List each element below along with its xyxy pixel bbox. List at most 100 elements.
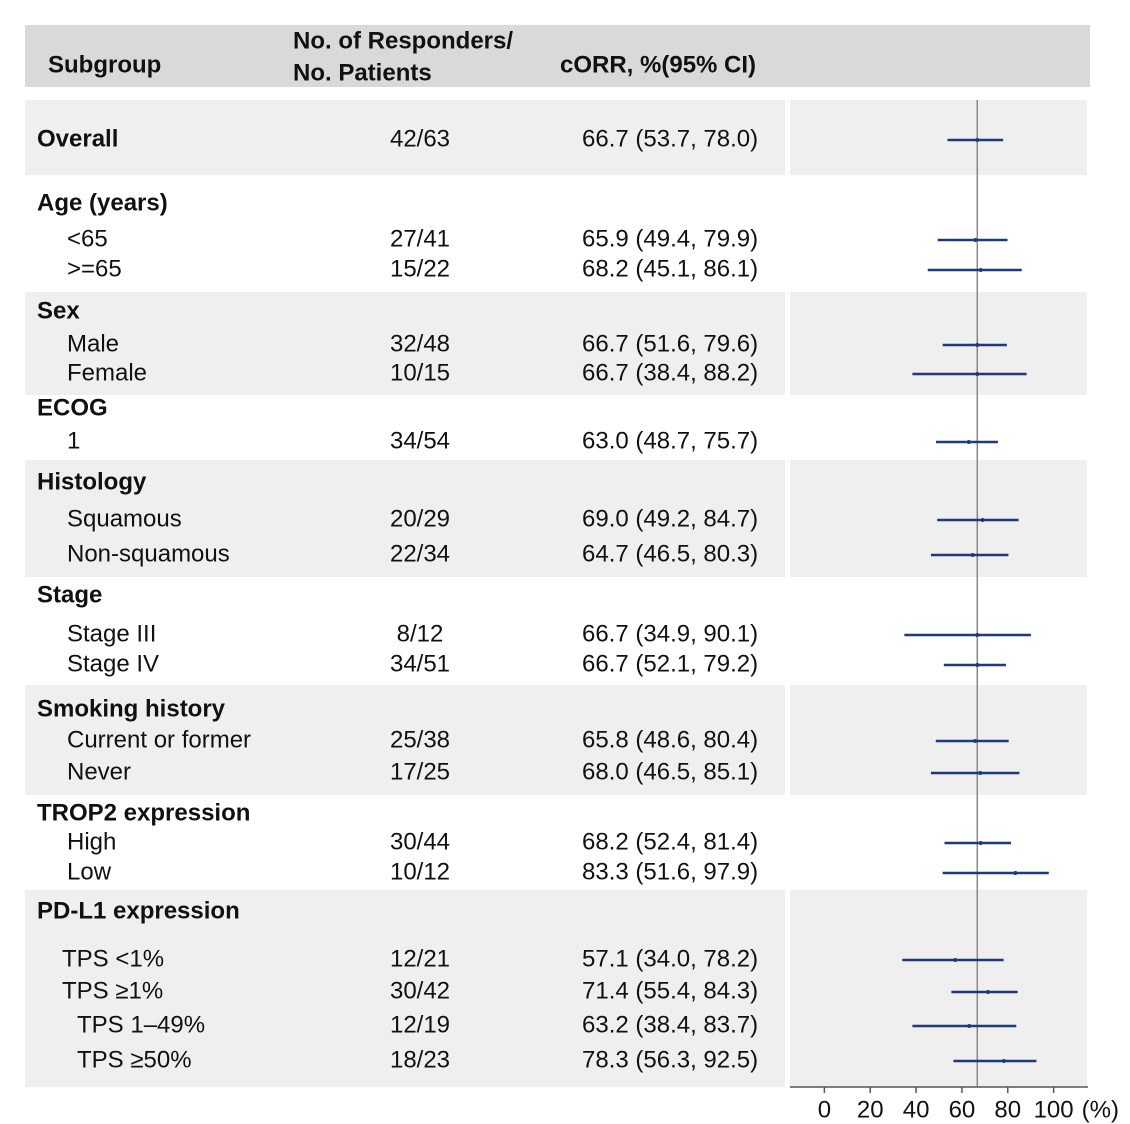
row-ci: 68.2 (52.4, 81.4) bbox=[582, 828, 758, 855]
row-label: Stage III bbox=[67, 620, 156, 647]
row-n: 34/54 bbox=[390, 427, 450, 454]
row-ci: 64.7 (46.5, 80.3) bbox=[582, 540, 758, 567]
row-band bbox=[25, 460, 785, 577]
row-ci: 66.7 (53.7, 78.0) bbox=[582, 125, 758, 152]
estimate-dot bbox=[975, 343, 980, 347]
row-label: Low bbox=[67, 858, 112, 885]
row-label: Smoking history bbox=[37, 695, 226, 722]
row-ci: 66.7 (52.1, 79.2) bbox=[582, 650, 758, 677]
row-label: Never bbox=[67, 758, 131, 785]
x-tick-label: 40 bbox=[903, 1096, 930, 1123]
x-axis-label: (%) bbox=[1082, 1096, 1119, 1123]
x-tick-label: 80 bbox=[994, 1096, 1021, 1123]
estimate-dot bbox=[953, 958, 958, 962]
row-label: TPS <1% bbox=[62, 945, 164, 972]
row-label: TROP2 expression bbox=[37, 799, 250, 826]
row-label: Age (years) bbox=[37, 189, 168, 216]
row-label: TPS ≥50% bbox=[77, 1046, 192, 1073]
row-ci: 68.0 (46.5, 85.1) bbox=[582, 758, 758, 785]
row-label: Stage IV bbox=[67, 650, 159, 677]
row-n: 12/19 bbox=[390, 1011, 450, 1038]
row-label: PD-L1 expression bbox=[37, 897, 240, 924]
row-label: High bbox=[67, 828, 116, 855]
estimate-dot bbox=[978, 841, 983, 845]
header-ci: cORR, %(95% CI) bbox=[560, 51, 756, 78]
estimate-dot bbox=[986, 990, 991, 994]
row-label: Stage bbox=[37, 581, 102, 608]
estimate-dot bbox=[966, 440, 971, 444]
row-n: 20/29 bbox=[390, 505, 450, 532]
row-ci: 78.3 (56.3, 92.5) bbox=[582, 1046, 758, 1073]
row-n: 8/12 bbox=[397, 620, 444, 647]
row-label: TPS 1–49% bbox=[77, 1011, 205, 1038]
estimate-dot bbox=[978, 771, 983, 775]
row-ci: 63.2 (38.4, 83.7) bbox=[582, 1011, 758, 1038]
row-n: 32/48 bbox=[390, 330, 450, 357]
row-ci: 63.0 (48.7, 75.7) bbox=[582, 427, 758, 454]
row-ci: 57.1 (34.0, 78.2) bbox=[582, 945, 758, 972]
row-ci: 65.9 (49.4, 79.9) bbox=[582, 225, 758, 252]
estimate-dot bbox=[1013, 871, 1018, 875]
header-n: No. of Responders/ bbox=[293, 27, 513, 54]
row-label: Current or former bbox=[67, 726, 251, 753]
row-label: Female bbox=[67, 359, 147, 386]
row-label: 1 bbox=[67, 427, 80, 454]
header-subgroup: Subgroup bbox=[48, 51, 161, 78]
row-ci: 83.3 (51.6, 97.9) bbox=[582, 858, 758, 885]
row-label: ECOG bbox=[37, 394, 108, 421]
x-tick-label: 100 bbox=[1034, 1096, 1074, 1123]
header-band bbox=[25, 25, 1090, 87]
estimate-dot bbox=[975, 372, 980, 376]
row-ci: 71.4 (55.4, 84.3) bbox=[582, 977, 758, 1004]
row-band bbox=[790, 460, 1087, 577]
row-n: 30/44 bbox=[390, 828, 450, 855]
row-label: Non-squamous bbox=[67, 540, 230, 567]
row-band bbox=[790, 100, 1087, 175]
row-ci: 66.7 (34.9, 90.1) bbox=[582, 620, 758, 647]
row-n: 25/38 bbox=[390, 726, 450, 753]
row-ci: 65.8 (48.6, 80.4) bbox=[582, 726, 758, 753]
row-n: 22/34 bbox=[390, 540, 450, 567]
estimate-dot bbox=[975, 663, 980, 667]
x-tick-label: 20 bbox=[857, 1096, 884, 1123]
row-label: >=65 bbox=[67, 255, 122, 282]
row-label: Squamous bbox=[67, 505, 182, 532]
estimate-dot bbox=[975, 633, 980, 637]
row-label: <65 bbox=[67, 225, 108, 252]
row-label: TPS ≥1% bbox=[62, 977, 163, 1004]
row-ci: 69.0 (49.2, 84.7) bbox=[582, 505, 758, 532]
row-n: 12/21 bbox=[390, 945, 450, 972]
estimate-dot bbox=[978, 268, 983, 272]
x-tick-label: 0 bbox=[818, 1096, 831, 1123]
header-n: No. Patients bbox=[293, 59, 432, 86]
row-band bbox=[25, 100, 785, 175]
row-n: 10/15 bbox=[390, 359, 450, 386]
estimate-dot bbox=[973, 739, 978, 743]
row-band bbox=[25, 292, 785, 395]
row-n: 10/12 bbox=[390, 858, 450, 885]
estimate-dot bbox=[1001, 1059, 1006, 1063]
row-n: 30/42 bbox=[390, 977, 450, 1004]
estimate-dot bbox=[967, 1024, 972, 1028]
row-n: 17/25 bbox=[390, 758, 450, 785]
row-n: 34/51 bbox=[390, 650, 450, 677]
row-n: 18/23 bbox=[390, 1046, 450, 1073]
row-n: 27/41 bbox=[390, 225, 450, 252]
x-tick-label: 60 bbox=[949, 1096, 976, 1123]
row-n: 42/63 bbox=[390, 125, 450, 152]
row-band bbox=[790, 890, 1087, 1087]
estimate-dot bbox=[980, 518, 985, 522]
row-label: Sex bbox=[37, 297, 80, 324]
row-ci: 66.7 (38.4, 88.2) bbox=[582, 359, 758, 386]
estimate-dot bbox=[973, 238, 978, 242]
row-band bbox=[25, 890, 785, 1087]
row-band bbox=[790, 292, 1087, 395]
row-n: 15/22 bbox=[390, 255, 450, 282]
estimate-dot bbox=[975, 138, 980, 142]
estimate-dot bbox=[970, 553, 975, 557]
row-band bbox=[25, 685, 785, 795]
row-label: Histology bbox=[37, 468, 147, 495]
row-label: Overall bbox=[37, 125, 118, 152]
row-ci: 66.7 (51.6, 79.6) bbox=[582, 330, 758, 357]
